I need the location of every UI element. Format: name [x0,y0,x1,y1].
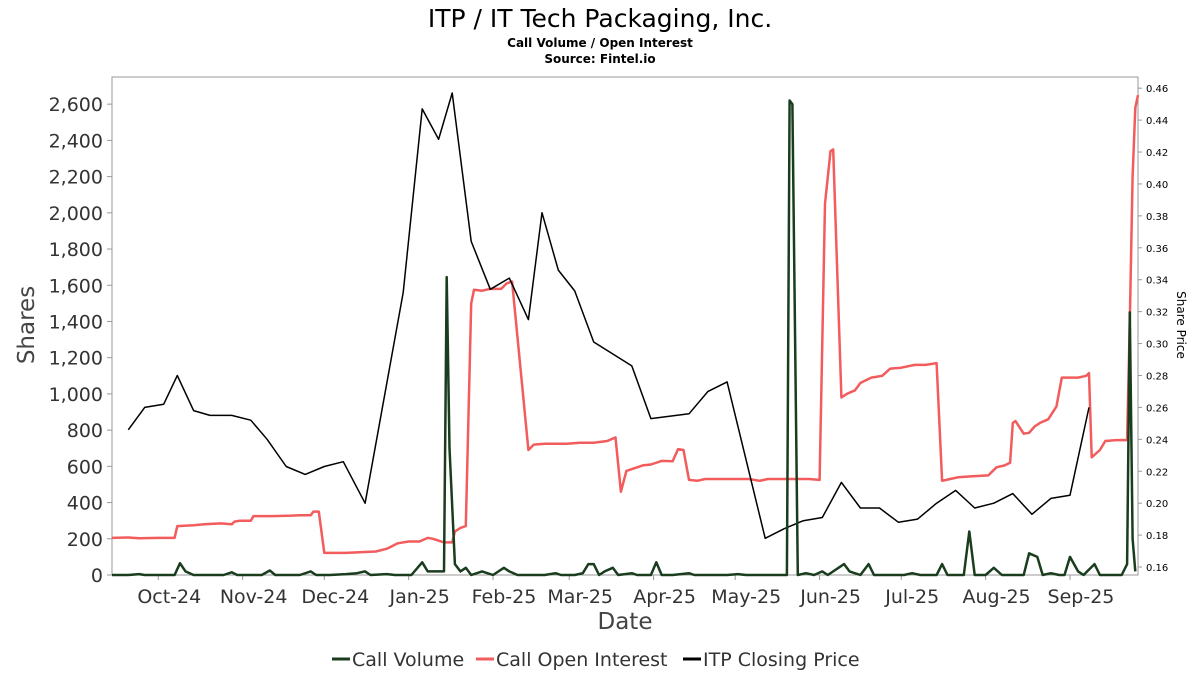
y-tick-label: 1,400 [49,311,103,333]
series-line-call-volume [112,99,1137,577]
x-axis-label: Date [598,609,653,635]
x-tick-label: Jul-25 [884,586,939,608]
y-axis-label: Shares [14,286,40,364]
x-tick-label: Aug-25 [963,586,1031,608]
legend-label: Call Open Interest [496,649,668,671]
legend-label: ITP Closing Price [703,649,860,671]
y2-tick-label: 0.16 [1146,563,1168,574]
legend: Call Volume Call Open Interest ITP Closing… [332,649,860,671]
y-tick-label: 1,200 [49,348,103,370]
y-tick-label: 1,800 [49,239,103,261]
x-tick-label: Jan-25 [388,586,449,608]
y2-tick-label: 0.22 [1146,467,1168,478]
y2-tick-label: 0.24 [1146,435,1168,446]
y2-tick-label: 0.40 [1146,180,1168,191]
y2-tick-label: 0.44 [1146,116,1168,127]
x-tick-label: Dec-24 [301,586,369,608]
x-tick-label: Nov-24 [220,586,288,608]
y-tick-label: 2,200 [49,167,103,189]
y-tick-label: 2,400 [49,130,103,152]
legend-label: Call Volume [352,649,464,671]
y2-axis-label: Share Price [1174,291,1188,359]
y2-tick-label: 0.30 [1146,340,1168,351]
y2-tick-label: 0.28 [1146,371,1168,382]
x-axis: Oct-24 Nov-24 Dec-24 Jan-25 Feb-25 Mar-25 Apr-… [137,575,1114,608]
x-tick-label: May-25 [711,586,781,608]
y-tick-label: 600 [67,456,103,478]
y2-tick-label: 0.18 [1146,531,1168,542]
y-axis-right: 0.16 0.18 0.20 0.22 0.24 0.26 0.28 0.30 0.32 0.34… [1138,84,1168,574]
chart-subtitle: Call Volume / Open Interest [507,36,693,50]
y2-tick-label: 0.32 [1146,308,1168,319]
plot-area [111,76,1139,576]
y2-tick-label: 0.26 [1146,403,1168,414]
series-line-itp-closing-price [127,92,1090,540]
y2-tick-label: 0.34 [1146,276,1168,287]
y2-tick-label: 0.42 [1146,148,1168,159]
y2-tick-label: 0.20 [1146,499,1168,510]
x-tick-label: Apr-25 [633,586,696,608]
chart-title: ITP / IT Tech Packaging, Inc. [428,4,772,33]
x-tick-label: Mar-25 [547,586,613,608]
y-tick-label: 1,000 [49,384,103,406]
x-tick-label: Oct-24 [137,586,201,608]
x-tick-label: Sep-25 [1048,586,1115,608]
series-layer [111,92,1140,577]
y-tick-label: 1,600 [49,275,103,297]
y2-tick-label: 0.38 [1146,212,1168,223]
y-tick-label: 2,000 [49,203,103,225]
chart-source: Source: Fintel.io [544,52,655,66]
series-line-call-open-interest [111,94,1140,555]
y-axis-left: 0 200 400 600 800 1,000 1,200 1,400 1,600 1,800 2,… [49,94,112,587]
x-tick-label: Jun-25 [799,586,861,608]
x-tick-label: Feb-25 [472,586,537,608]
y-tick-label: 400 [67,493,103,515]
y2-tick-label: 0.36 [1146,244,1168,255]
y2-tick-label: 0.46 [1146,84,1168,95]
y-tick-label: 0 [91,565,103,587]
y-tick-label: 2,600 [49,94,103,116]
y-tick-label: 200 [67,529,103,551]
y-tick-label: 800 [67,420,103,442]
